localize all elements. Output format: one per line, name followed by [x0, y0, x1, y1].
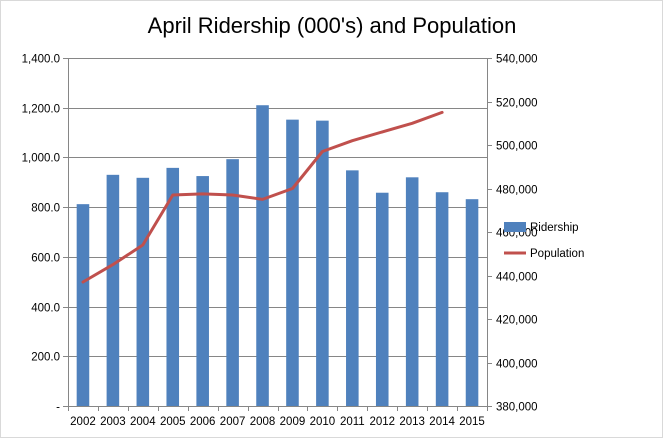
x-axis-tick-label: 2009	[280, 416, 306, 428]
legend-label-ridership: Ridership	[530, 222, 579, 234]
x-axis-tick-label: 2010	[310, 416, 336, 428]
left-axis-tick-label: 1,400.0	[22, 54, 60, 66]
x-axis-tick-label: 2006	[190, 416, 216, 428]
right-axis-tick-label: 420,000	[496, 315, 538, 327]
tick-labels: - 200.0 400.0 600.0 800.0 1,000.0 1,200.0 1,400…	[22, 54, 538, 429]
population-line-group	[81, 110, 444, 284]
x-axis-tick-label: 2005	[160, 416, 186, 428]
x-axis-tick-label: 2003	[100, 416, 126, 428]
right-axis-tick-label: 500,000	[496, 141, 538, 153]
left-axis-tick-label: 1,200.0	[22, 104, 60, 116]
left-axis-tick-label: -	[56, 402, 60, 414]
ridership-bar	[316, 120, 329, 406]
ridership-bar	[405, 177, 419, 406]
ridership-bar	[346, 170, 359, 406]
right-axis-tick-label: 400,000	[496, 359, 538, 371]
ridership-bar	[226, 159, 239, 406]
ridership-bar	[166, 167, 180, 406]
right-axis-tick-label: 480,000	[496, 185, 538, 197]
ridership-bar	[375, 192, 389, 406]
right-axis-tick-label: 440,000	[496, 272, 538, 284]
left-axis-tick-label: 800.0	[31, 203, 60, 215]
ridership-bar	[196, 176, 209, 406]
x-axis-tick-label: 2008	[250, 416, 276, 428]
ridership-bar	[76, 204, 90, 406]
population-line	[81, 110, 444, 284]
ridership-bar	[106, 174, 120, 406]
x-axis-tick-label: 2012	[369, 416, 395, 428]
right-axis-tick-label: 540,000	[496, 54, 538, 66]
left-axis-tick-label: 600.0	[31, 253, 60, 265]
legend-label-population: Population	[530, 248, 584, 260]
x-axis-tick-label: 2015	[459, 416, 485, 428]
left-axis-tick-label: 1,000.0	[22, 153, 60, 165]
ridership-bar	[286, 119, 299, 406]
x-axis-tick-label: 2004	[130, 416, 156, 428]
legend-swatch-ridership	[504, 222, 526, 232]
left-axis-tick-label: 200.0	[31, 352, 60, 364]
ridership-bar	[435, 192, 449, 406]
x-axis-tick-label: 2011	[340, 416, 365, 428]
x-axis-tick-label: 2002	[70, 416, 96, 428]
ridership-bar	[136, 177, 150, 406]
ridership-bars	[76, 105, 479, 406]
x-axis-tick-label: 2014	[429, 416, 455, 428]
legend: Ridership Population	[504, 222, 584, 260]
gridlines	[68, 58, 487, 357]
left-axis-tick-label: 400.0	[31, 303, 60, 315]
chart-title: April Ridership (000's) and Population	[148, 13, 517, 38]
x-axis-tick-label: 2013	[399, 416, 425, 428]
right-axis-tick-label: 380,000	[496, 402, 538, 414]
x-axis-tick-label: 2007	[220, 416, 246, 428]
ridership-bar	[256, 105, 269, 406]
axes	[63, 58, 492, 411]
ridership-bar	[465, 199, 479, 406]
right-axis-tick-label: 520,000	[496, 98, 538, 110]
